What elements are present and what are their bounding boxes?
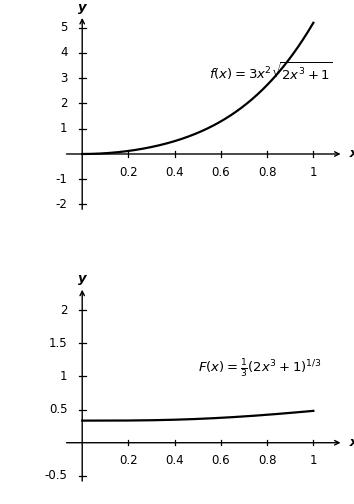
Text: 1: 1 bbox=[60, 370, 68, 383]
Text: x: x bbox=[345, 436, 354, 449]
Text: 0.2: 0.2 bbox=[119, 454, 138, 467]
Text: 0.8: 0.8 bbox=[258, 165, 276, 178]
Text: 1.5: 1.5 bbox=[49, 337, 68, 350]
Text: 0.6: 0.6 bbox=[212, 454, 230, 467]
Text: 5: 5 bbox=[60, 21, 68, 34]
Text: 0.2: 0.2 bbox=[119, 165, 138, 178]
Text: $f(x) = 3x^2\sqrt{2x^3+1}$: $f(x) = 3x^2\sqrt{2x^3+1}$ bbox=[209, 60, 333, 82]
Text: 1: 1 bbox=[60, 122, 68, 135]
Text: 0.6: 0.6 bbox=[212, 165, 230, 178]
Text: $F(x) = \frac{1}{3}(2x^3+1)^{1/3}$: $F(x) = \frac{1}{3}(2x^3+1)^{1/3}$ bbox=[198, 357, 322, 380]
Text: 0.4: 0.4 bbox=[165, 454, 184, 467]
Text: 1: 1 bbox=[310, 165, 317, 178]
Text: y: y bbox=[78, 272, 86, 285]
Text: x: x bbox=[345, 148, 354, 160]
Text: y: y bbox=[78, 1, 86, 14]
Text: 4: 4 bbox=[60, 46, 68, 59]
Text: 0.5: 0.5 bbox=[49, 403, 68, 416]
Text: 0.4: 0.4 bbox=[165, 165, 184, 178]
Text: 0.8: 0.8 bbox=[258, 454, 276, 467]
Text: -1: -1 bbox=[56, 173, 68, 186]
Text: 2: 2 bbox=[60, 303, 68, 317]
Text: 1: 1 bbox=[310, 454, 317, 467]
Text: -2: -2 bbox=[56, 198, 68, 211]
Text: -0.5: -0.5 bbox=[45, 469, 68, 482]
Text: 2: 2 bbox=[60, 97, 68, 110]
Text: 3: 3 bbox=[60, 72, 68, 85]
